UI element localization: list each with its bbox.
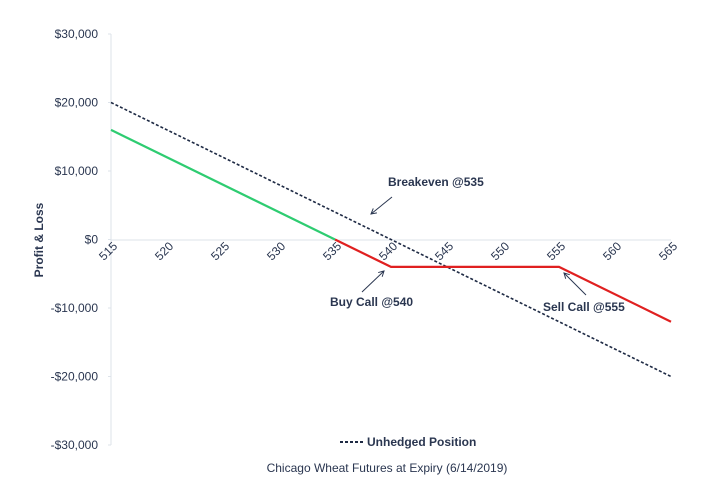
x-tick-label: 525	[208, 239, 232, 263]
annotations: Breakeven @535 Buy Call @540 Sell Call @55…	[330, 175, 625, 314]
series-line-hedged-profit	[110, 128, 336, 241]
annotation-arrow	[370, 196, 393, 215]
annotation-arrowhead	[378, 270, 385, 277]
y-tick-label: -$20,000	[51, 370, 99, 384]
y-tick-label: -$30,000	[51, 438, 99, 452]
annotation-arrow	[563, 272, 587, 296]
y-axis-ticks: $30,000 $20,000 $10,000 $0 -$10,000 -$20,000 -…	[51, 27, 111, 452]
x-axis-label: Chicago Wheat Futures at Expiry (6/14/20…	[267, 461, 508, 475]
x-tick-label: 550	[488, 239, 512, 263]
x-tick-label: 515	[96, 239, 120, 263]
x-tick-label: 565	[656, 239, 680, 263]
x-tick-label: 560	[600, 239, 624, 263]
series-line-hedged-loss	[334, 238, 672, 323]
annotation-label: Buy Call @540	[330, 295, 413, 309]
y-tick-label: $0	[85, 233, 99, 247]
annotation-label: Sell Call @555	[543, 300, 625, 314]
x-tick-label: 545	[432, 239, 456, 263]
x-axis-ticks: 515 520 525 530 535 540 545 550 555 560 565	[96, 239, 680, 263]
series-group	[110, 101, 672, 378]
annotation-arrowhead	[563, 272, 570, 279]
x-tick-label: 555	[544, 239, 568, 263]
y-tick-label: $10,000	[55, 164, 99, 178]
annotation-label: Breakeven @535	[388, 175, 484, 189]
annotation-arrow	[361, 270, 385, 293]
x-tick-label: 520	[152, 239, 176, 263]
y-tick-label: $30,000	[55, 27, 99, 41]
x-tick-label: 540	[376, 239, 400, 263]
y-tick-label: -$10,000	[51, 301, 99, 315]
annotation-arrowhead	[370, 208, 377, 215]
legend: Unhedged Position	[340, 435, 476, 449]
x-tick-label: 530	[264, 239, 288, 263]
y-axis-label: Profit & Loss	[32, 202, 46, 277]
series-line-unhedged-position	[110, 101, 672, 378]
y-tick-label: $20,000	[55, 96, 99, 110]
legend-label-unhedged: Unhedged Position	[367, 435, 476, 449]
